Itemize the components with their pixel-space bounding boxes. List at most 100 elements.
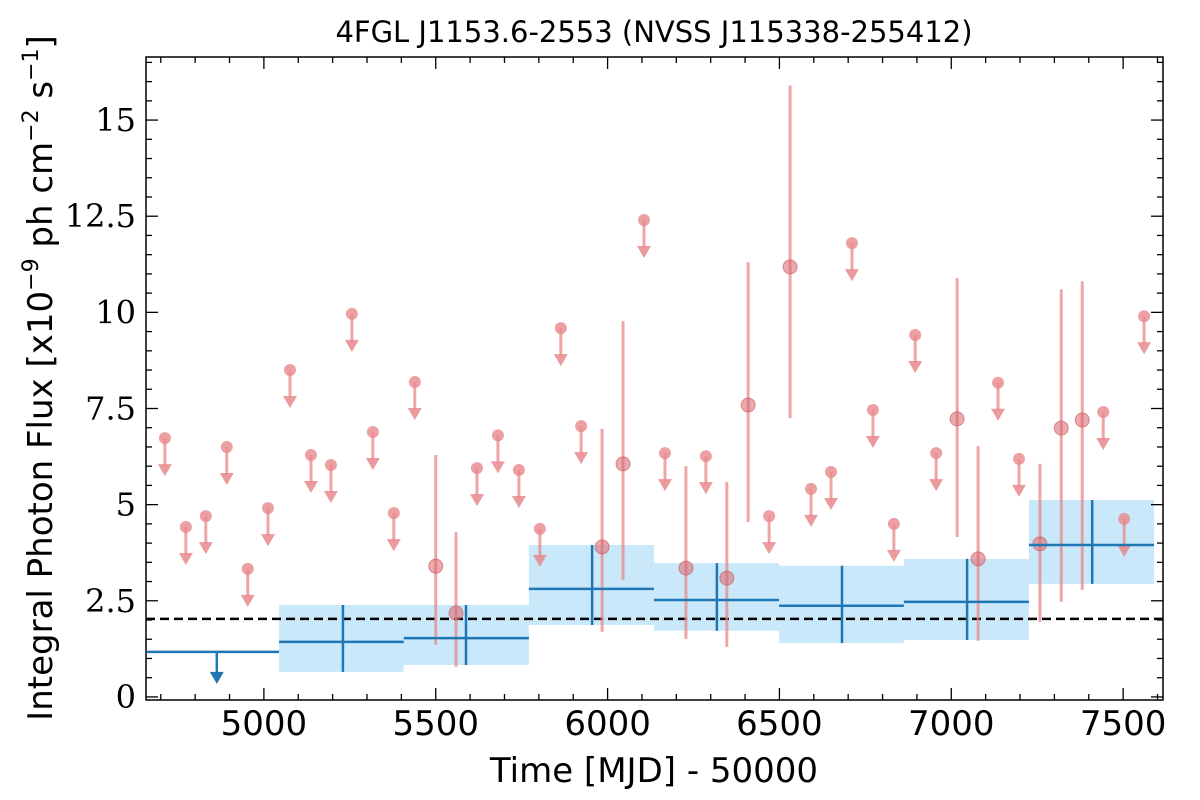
upper-limit-point <box>387 507 400 520</box>
detection-point <box>719 570 735 586</box>
upper-limit-point <box>533 522 546 535</box>
upper-limit-arrow <box>198 542 213 555</box>
upper-limit-arrow <box>490 461 505 474</box>
upper-limit-point <box>512 464 525 477</box>
upper-limit-arrow <box>157 464 172 477</box>
y-tick-label: 5 <box>116 486 136 524</box>
y-axis-label: Integral Photon Flux [x10−9 ph cm−2 s−1] <box>19 35 61 721</box>
upper-limit-point <box>930 447 943 460</box>
upper-limit-arrow <box>386 539 401 552</box>
upper-limit-point <box>699 450 712 463</box>
upper-limit-point <box>638 214 651 227</box>
y-tick-label: 12.5 <box>65 197 136 235</box>
upper-limit-arrow <box>844 269 859 282</box>
upper-limit-point <box>1012 452 1025 465</box>
upper-limit-arrow <box>886 549 901 562</box>
x-tick-label: 6000 <box>564 704 651 744</box>
upper-limit-arrow <box>762 542 777 555</box>
long-bin-ul-arrow <box>209 671 224 684</box>
upper-limit-arrow <box>283 396 298 409</box>
y-label-mid: ph cm <box>21 142 61 259</box>
upper-limit-point <box>366 425 379 438</box>
upper-limit-arrow <box>637 246 652 259</box>
upper-limit-arrow <box>532 554 547 567</box>
upper-limit-arrow <box>240 594 255 607</box>
upper-limit-point <box>909 329 922 342</box>
upper-limit-arrow <box>823 497 838 510</box>
detection-point <box>615 456 631 472</box>
y-label-exp3: −1 <box>19 48 44 80</box>
axes: 5000 5500 6000 6500 7000 7500 0 2.5 5 7.5 10 12.5 15 <box>65 56 1167 744</box>
x-tick-label: 7000 <box>908 704 995 744</box>
upper-limit-point <box>845 237 858 250</box>
upper-limit-arrow <box>469 494 484 507</box>
x-tick-label: 5000 <box>221 704 308 744</box>
upper-limit-point <box>866 404 879 417</box>
y-label-exp2: −2 <box>19 109 44 141</box>
detection-point <box>740 397 756 413</box>
plot-frame <box>145 56 1164 701</box>
y-tick-label: 10 <box>95 293 136 331</box>
y-label-exp1: −9 <box>19 258 44 290</box>
x-tick-label: 5500 <box>392 704 479 744</box>
x-tick-label: 7500 <box>1080 704 1167 744</box>
upper-limit-arrow <box>261 534 276 547</box>
upper-limit-point <box>575 420 588 433</box>
y-label-mid2: s <box>21 81 61 110</box>
y-label-end: ] <box>21 35 61 48</box>
upper-limit-arrow <box>657 479 672 492</box>
upper-limit-point <box>1097 405 1110 418</box>
upper-limit-arrow <box>303 481 318 494</box>
upper-limit-point <box>284 364 297 377</box>
detection-point <box>678 560 694 576</box>
x-tick-label: 6500 <box>736 704 823 744</box>
chart-title: 4FGL J1153.6-2553 (NVSS J115338-255412) <box>335 15 972 49</box>
long-bin-band <box>279 605 404 672</box>
upper-limit-arrow <box>323 491 338 504</box>
upper-limit-arrow <box>178 552 193 565</box>
long-bin-points <box>147 500 1155 684</box>
upper-limit-point <box>805 482 818 495</box>
upper-limit-point <box>262 502 275 515</box>
detection-point <box>782 259 798 275</box>
upper-limit-arrow <box>574 452 589 465</box>
upper-limit-point <box>179 520 192 533</box>
short-bin-points <box>157 85 1152 667</box>
upper-limit-point <box>763 510 776 523</box>
upper-limit-arrow <box>929 479 944 492</box>
detection-point <box>428 558 444 574</box>
y-tick-label: 15 <box>95 101 136 139</box>
upper-limit-point <box>992 376 1005 389</box>
upper-limit-point <box>199 510 212 523</box>
upper-limit-point <box>1138 310 1151 323</box>
detection-point <box>448 605 464 621</box>
detection-point <box>949 411 965 427</box>
detection-point <box>970 551 986 567</box>
upper-limit-arrow <box>991 408 1006 421</box>
upper-limit-point <box>658 447 671 460</box>
y-tick-label: 2.5 <box>85 582 136 620</box>
upper-limit-arrow <box>908 361 923 374</box>
detection-point <box>1074 412 1090 428</box>
upper-limit-arrow <box>698 482 713 495</box>
upper-limit-point <box>241 562 254 575</box>
upper-limit-arrow <box>511 496 526 509</box>
x-axis-label: Time [MJD] - 50000 <box>489 751 818 791</box>
detection-point <box>594 539 610 555</box>
upper-limit-point <box>887 517 900 530</box>
upper-limit-arrow <box>407 407 422 420</box>
upper-limit-arrow <box>344 339 359 352</box>
upper-limit-point <box>345 307 358 320</box>
upper-limit-point <box>408 375 421 388</box>
upper-limit-point <box>491 429 504 442</box>
upper-limit-arrow <box>1011 484 1026 497</box>
upper-limit-arrow <box>1137 342 1152 355</box>
upper-limit-arrow <box>219 472 234 485</box>
upper-limit-point <box>158 432 171 445</box>
upper-limit-arrow <box>865 436 880 449</box>
y-tick-label: 7.5 <box>85 389 136 427</box>
y-tick-label: 0 <box>116 678 136 716</box>
detection-point <box>1053 420 1069 436</box>
upper-limit-arrow <box>553 354 568 367</box>
